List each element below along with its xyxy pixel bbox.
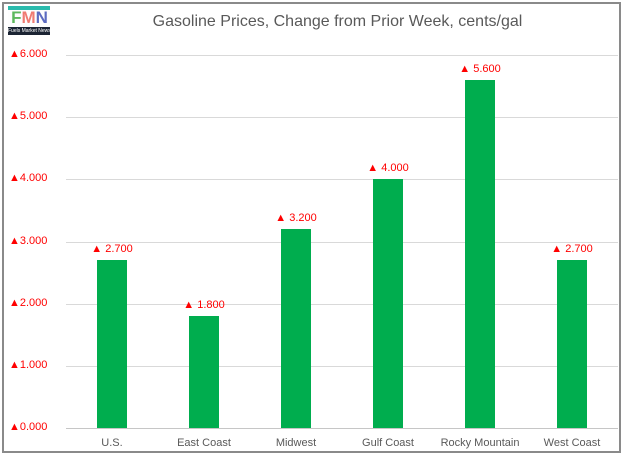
bar-value-label: ▲ 2.700 bbox=[551, 243, 593, 256]
bar bbox=[373, 179, 403, 428]
logo-letter-n: N bbox=[35, 8, 48, 27]
x-tick-label: East Coast bbox=[177, 437, 231, 449]
y-tick-label: ▲3.000 bbox=[9, 234, 48, 247]
bar-value-label: ▲ 3.200 bbox=[275, 212, 317, 225]
bar bbox=[189, 316, 219, 428]
y-tick-label: ▲5.000 bbox=[9, 110, 48, 123]
x-tick-label: Rocky Mountain bbox=[440, 437, 520, 449]
x-tick-label: Gulf Coast bbox=[362, 437, 414, 449]
plot-area: ▲ 2.700 ▲ 1.800 ▲ 3.200 ▲ 4.000 ▲ 5.600 ▲ 2.7… bbox=[66, 55, 618, 429]
x-tick-label: West Coast bbox=[543, 437, 601, 449]
gridline bbox=[66, 55, 618, 56]
y-tick-label: ▲6.000 bbox=[9, 48, 48, 60]
x-axis: U.S. East Coast Midwest Gulf Coast Rocky Mou… bbox=[66, 429, 618, 455]
bar-value-label: ▲ 4.000 bbox=[367, 162, 409, 175]
bar bbox=[556, 260, 587, 428]
gridline bbox=[66, 241, 618, 243]
y-axis: ▲0.000 ▲1.000 ▲2.000 ▲3.000 ▲4.000 ▲5.000 ▲6.0… bbox=[9, 48, 63, 433]
bar-value-label: ▲ 5.600 bbox=[459, 62, 501, 75]
logo-letters: F M N bbox=[8, 6, 50, 27]
bar bbox=[96, 260, 127, 428]
gridline bbox=[66, 303, 618, 305]
x-tick-label: U.S. bbox=[101, 437, 123, 449]
bar bbox=[465, 79, 495, 428]
gridline bbox=[66, 365, 618, 367]
gridline bbox=[66, 428, 618, 429]
logo-letter-f: F bbox=[11, 8, 21, 27]
bar-value-label: ▲ 1.800 bbox=[183, 299, 225, 312]
chart-title: Gasoline Prices, Change from Prior Week,… bbox=[152, 13, 523, 30]
fmn-logo: F M N Fuels Market News bbox=[8, 6, 50, 35]
x-tick-label: Midwest bbox=[275, 437, 317, 449]
gridline bbox=[66, 179, 618, 181]
bar bbox=[281, 229, 311, 428]
logo-tagline: Fuels Market News bbox=[8, 27, 50, 35]
y-tick-label: ▲2.000 bbox=[9, 296, 48, 309]
bar-value-label: ▲ 2.700 bbox=[91, 243, 133, 256]
y-tick-label: ▲1.000 bbox=[9, 358, 48, 371]
gridline bbox=[66, 117, 618, 119]
y-tick-label: ▲0.000 bbox=[9, 421, 48, 433]
logo-accent-bar bbox=[8, 6, 50, 10]
y-tick-label: ▲4.000 bbox=[9, 172, 48, 185]
logo-letter-m: M bbox=[21, 8, 35, 27]
